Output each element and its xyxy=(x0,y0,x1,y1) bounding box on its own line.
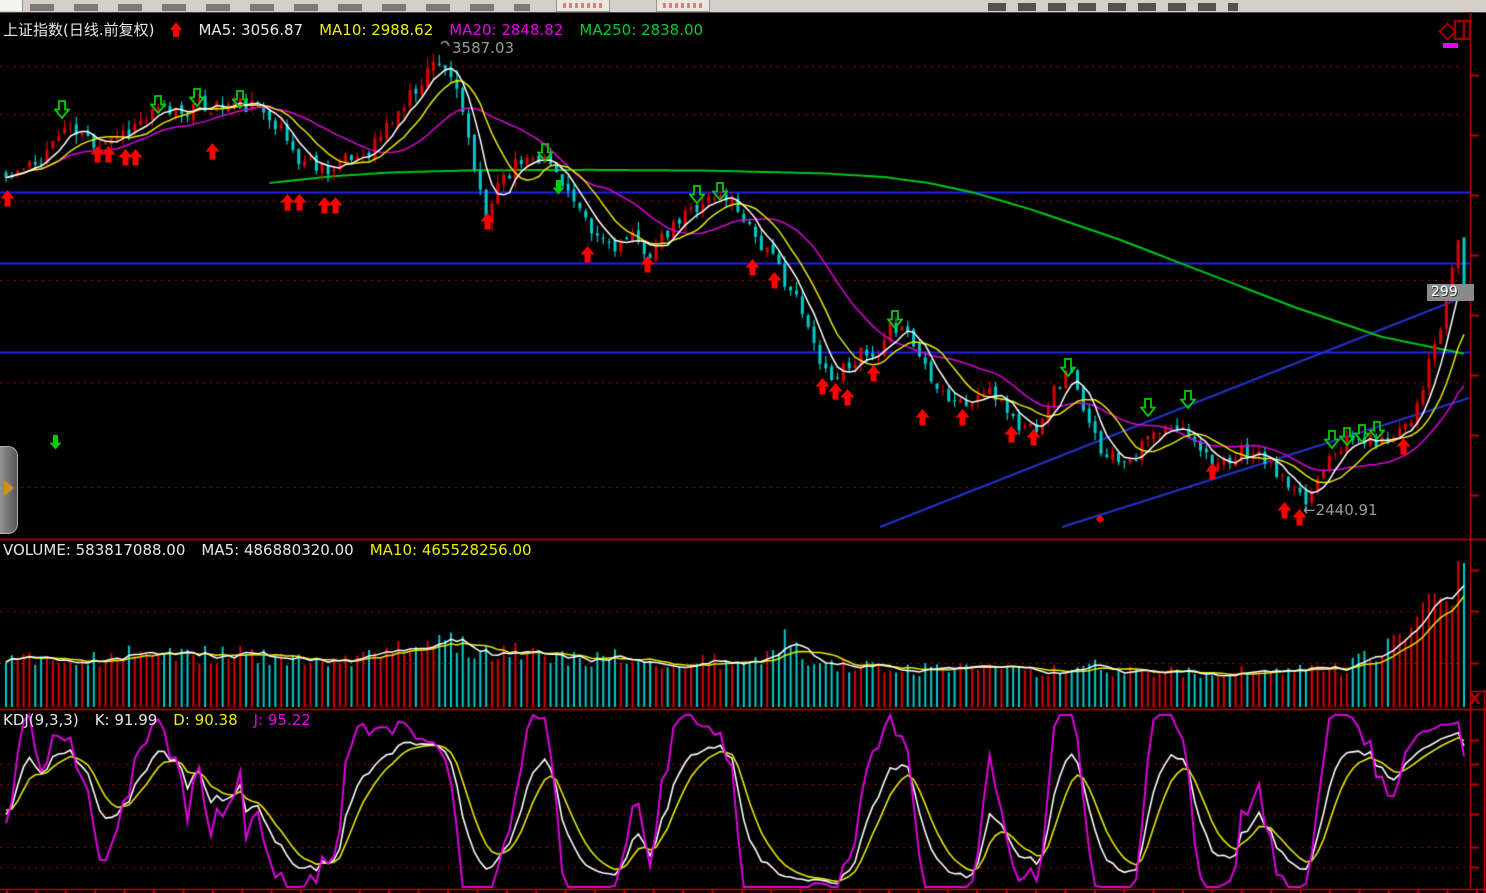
kdj-header: KDJ(9,3,3) K: 91.99 D: 90.38 J: 95.22 xyxy=(3,711,311,729)
buy-signal-arrow xyxy=(1292,509,1307,526)
sell-signal-arrow xyxy=(1323,430,1341,450)
current-price-tag: 299 xyxy=(1427,284,1474,301)
sell-signal-arrow xyxy=(1368,421,1386,441)
sell-signal-arrow-filled xyxy=(49,435,62,450)
buy-signal-arrow xyxy=(745,259,760,276)
main-chart-header: 上证指数(日线.前复权) MA5: 3056.87 MA10: 2988.62 … xyxy=(3,19,703,40)
expand-arrow-icon xyxy=(4,480,14,496)
buy-signal-arrow xyxy=(915,409,930,426)
pane-close-x[interactable]: X xyxy=(1469,690,1481,708)
buy-signal-arrow xyxy=(292,194,307,211)
kdj-d-value: D: 90.38 xyxy=(173,711,238,729)
buy-signal-arrow xyxy=(1277,502,1292,519)
sell-signal-arrow xyxy=(149,95,167,115)
buy-signal-arrow xyxy=(118,149,133,166)
kdj-j-value: J: 95.22 xyxy=(253,711,311,729)
ma5-value: MA5: 3056.87 xyxy=(198,20,304,39)
sell-signal-arrow xyxy=(1179,390,1197,410)
buy-signal-arrow xyxy=(205,143,220,160)
sell-signal-arrow xyxy=(231,90,249,110)
sell-signal-arrow xyxy=(53,100,71,120)
buy-signal-arrow xyxy=(955,409,970,426)
volume-value: VOLUME: 583817088.00 xyxy=(3,541,186,559)
buy-signal-arrow xyxy=(1004,426,1019,443)
buy-signal-arrow xyxy=(1026,429,1041,446)
sell-signal-arrow xyxy=(886,310,904,330)
buy-signal-arrow xyxy=(1396,438,1411,455)
low-price-label: ←2440.91 xyxy=(1303,501,1378,519)
sell-signal-arrow xyxy=(688,185,706,205)
buy-signal-arrow xyxy=(328,197,343,214)
buy-signal-arrow xyxy=(480,213,495,230)
ma10-value: MA10: 2988.62 xyxy=(319,20,434,39)
sell-signal-arrow xyxy=(1059,358,1077,378)
sell-signal-arrow xyxy=(536,143,554,163)
volume-ma10-value: MA10: 465528256.00 xyxy=(369,541,532,559)
sell-signal-arrow xyxy=(1353,424,1371,444)
volume-ma5-value: MA5: 486880320.00 xyxy=(201,541,354,559)
sell-signal-arrow xyxy=(711,182,729,202)
up-arrow-icon xyxy=(170,22,183,37)
buy-signal-arrow xyxy=(90,146,105,163)
buy-signal-arrow xyxy=(1205,463,1220,480)
chart-title: 上证指数(日线.前复权) xyxy=(3,21,155,39)
minimize-icon[interactable] xyxy=(1443,43,1458,48)
buy-signal-arrow xyxy=(640,256,655,273)
buy-signal-arrow xyxy=(128,149,143,166)
buy-signal-arrow xyxy=(828,383,843,400)
ma20-value: MA20: 2848.82 xyxy=(449,20,564,39)
volume-header: VOLUME: 583817088.00 MA5: 486880320.00 M… xyxy=(3,541,532,559)
buy-signal-arrow xyxy=(317,197,332,214)
buy-signal-arrow xyxy=(767,272,782,289)
peak-price-label: 3587.03 xyxy=(452,39,515,57)
sell-signal-arrow xyxy=(1139,398,1157,418)
buy-signal-arrow xyxy=(866,365,881,382)
kdj-name: KDJ(9,3,3) xyxy=(3,711,79,729)
restore-window-icon[interactable] xyxy=(1453,18,1473,42)
signal-diamond xyxy=(1094,513,1106,525)
kdj-k-value: K: 91.99 xyxy=(94,711,158,729)
left-panel-handle[interactable] xyxy=(0,446,18,534)
sell-signal-arrow xyxy=(1338,427,1356,447)
sell-signal-arrow-filled xyxy=(552,180,565,195)
buy-signal-arrow xyxy=(0,190,15,207)
diamond-icon[interactable] xyxy=(1434,20,1454,40)
buy-signal-arrow xyxy=(840,389,855,406)
sell-signal-arrow xyxy=(188,88,206,108)
buy-signal-arrow xyxy=(815,378,830,395)
buy-signal-arrow xyxy=(280,194,295,211)
buy-signal-arrow xyxy=(101,146,116,163)
ma250-value: MA250: 2838.00 xyxy=(579,20,704,39)
buy-signal-arrow xyxy=(580,246,595,263)
